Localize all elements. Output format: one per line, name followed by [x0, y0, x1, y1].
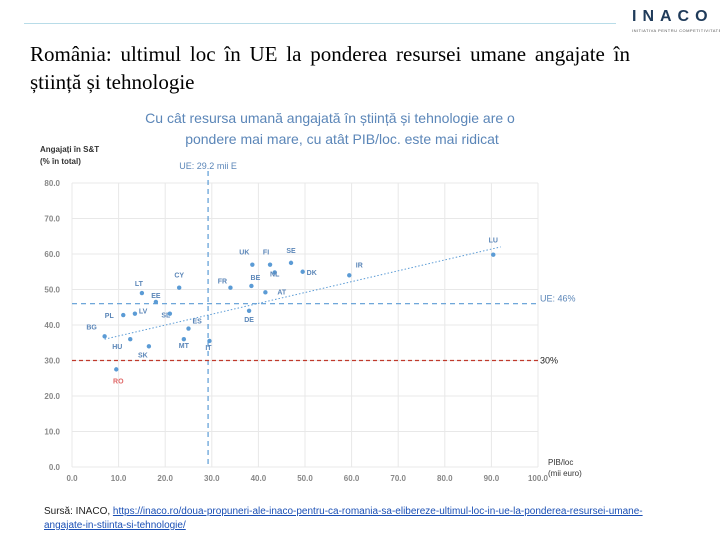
point-bg	[102, 334, 107, 339]
eu-share-reference-label: UE: 46%	[540, 294, 576, 304]
point-ir	[347, 273, 352, 278]
logo-tagline: INITIATIVA PENTRU COMPETITIVITATE	[632, 28, 720, 33]
point-label-ro: RO	[113, 378, 124, 385]
y-tick-label: 10.0	[44, 428, 60, 437]
point-de	[246, 308, 252, 313]
point-label-lu: LU	[489, 238, 498, 245]
y-tick-label: 20.0	[44, 392, 60, 401]
point-label-fi: FI	[263, 250, 269, 257]
grid-lines	[71, 182, 539, 468]
eu-gdp-reference-label: UE: 29.2 mii E	[179, 161, 237, 171]
point-label-cy: CY	[174, 273, 184, 280]
logo-word: INACO	[632, 8, 714, 25]
y-tick-label: 70.0	[44, 215, 60, 224]
chart-title-line-2: pondere mai mare, cu atât PIB/loc. este …	[185, 131, 499, 147]
x-tick-label: 40.0	[251, 474, 267, 483]
source-link[interactable]: https://inaco.ro/doua-propuneri-ale-inac…	[44, 506, 643, 531]
point-label-se: SE	[286, 248, 296, 255]
point-label-lt: LT	[135, 281, 144, 288]
x-tick-label: 20.0	[157, 474, 173, 483]
point-dk	[300, 269, 305, 274]
x-axis-label-line-1: PIB/loc	[548, 458, 573, 467]
point-sk	[146, 344, 152, 349]
point-label-de: DE	[244, 317, 254, 324]
y-tick-label: 60.0	[44, 250, 60, 259]
y-tick-label: 0.0	[49, 463, 61, 472]
chart-text: Cu cât resursa umană angajată în știință…	[40, 110, 582, 478]
point-label-it: IT	[205, 345, 212, 352]
point-label-mt: MT	[179, 343, 190, 350]
x-tick-label: 30.0	[204, 474, 220, 483]
point-label-hu: HU	[112, 344, 122, 351]
point-label-fr: FR	[218, 279, 227, 286]
point-label-es: ES	[193, 319, 203, 326]
point-uk	[250, 262, 255, 267]
source-prefix: Sursă: INACO,	[44, 506, 111, 517]
x-tick-label: 80.0	[437, 474, 453, 483]
data-points: LU IR SE DK FI UK NL FR BE AT DE CY LT EE PL LV SL BG HU ES…	[86, 238, 498, 386]
y-tick-label: 30.0	[44, 357, 60, 366]
x-tick-label: 90.0	[484, 474, 500, 483]
point-lu	[491, 252, 496, 257]
point-label-bg: BG	[86, 324, 97, 331]
point-label-nl: NL	[270, 271, 280, 278]
point-label-dk: DK	[307, 270, 317, 277]
y-axis-label-line-1: Angajați în S&T	[40, 145, 99, 154]
point-ee	[153, 299, 159, 305]
x-tick-label: 100.0	[528, 474, 549, 483]
header-divider	[24, 23, 616, 24]
reference-lines	[72, 171, 538, 467]
trendline	[104, 246, 501, 340]
tick-labels: 0.0 10.0 20.0 30.0 40.0 50.0 60.0 70.0 80.0 0.0 10…	[44, 179, 548, 483]
source-note: Sursă: INACO, https://inaco.ro/doua-prop…	[44, 505, 684, 533]
y-tick-label: 80.0	[44, 179, 60, 188]
point-fi	[267, 262, 273, 267]
point-es	[186, 326, 191, 331]
point-mt	[181, 337, 187, 342]
point-label-lv: LV	[139, 309, 148, 316]
x-tick-label: 0.0	[66, 474, 78, 483]
point-label-pl: PL	[105, 313, 115, 320]
point-cy	[176, 285, 182, 290]
point-fr	[228, 285, 233, 290]
y-axis-label-line-2: (% în total)	[40, 157, 81, 166]
x-tick-label: 60.0	[344, 474, 360, 483]
x-axis-label-line-2: (mii euro)	[548, 469, 582, 478]
point-ro	[114, 367, 119, 372]
x-tick-label: 50.0	[297, 474, 313, 483]
point-label-at: AT	[277, 289, 287, 296]
point-label-ir: IR	[356, 262, 363, 269]
point-be	[249, 283, 254, 289]
threshold-30-label: 30%	[540, 356, 558, 366]
slide-title: România: ultimul loc în UE la ponderea r…	[30, 42, 630, 94]
point-label-uk: UK	[239, 250, 249, 257]
y-tick-label: 40.0	[44, 321, 60, 330]
point-lv	[132, 311, 138, 316]
point-at	[263, 290, 268, 295]
point-label-be: BE	[251, 275, 261, 282]
chart-title-line-1: Cu cât resursa umană angajată în știință…	[145, 110, 515, 126]
point-label-sl: SL	[161, 313, 171, 320]
point-label-sk: SK	[138, 352, 148, 359]
point-lt	[139, 290, 145, 296]
point-pl	[121, 312, 126, 318]
point-se	[288, 260, 294, 266]
point-it	[207, 338, 212, 344]
point-label-ee: EE	[151, 293, 161, 300]
y-tick-label: 50.0	[44, 286, 60, 295]
point-hu	[128, 337, 133, 342]
x-tick-label: 10.0	[111, 474, 127, 483]
point-nl	[272, 270, 277, 275]
point-sl	[167, 311, 173, 316]
x-tick-label: 70.0	[390, 474, 406, 483]
logo: INACO INITIATIVA PENTRU COMPETITIVITATE	[632, 8, 720, 48]
